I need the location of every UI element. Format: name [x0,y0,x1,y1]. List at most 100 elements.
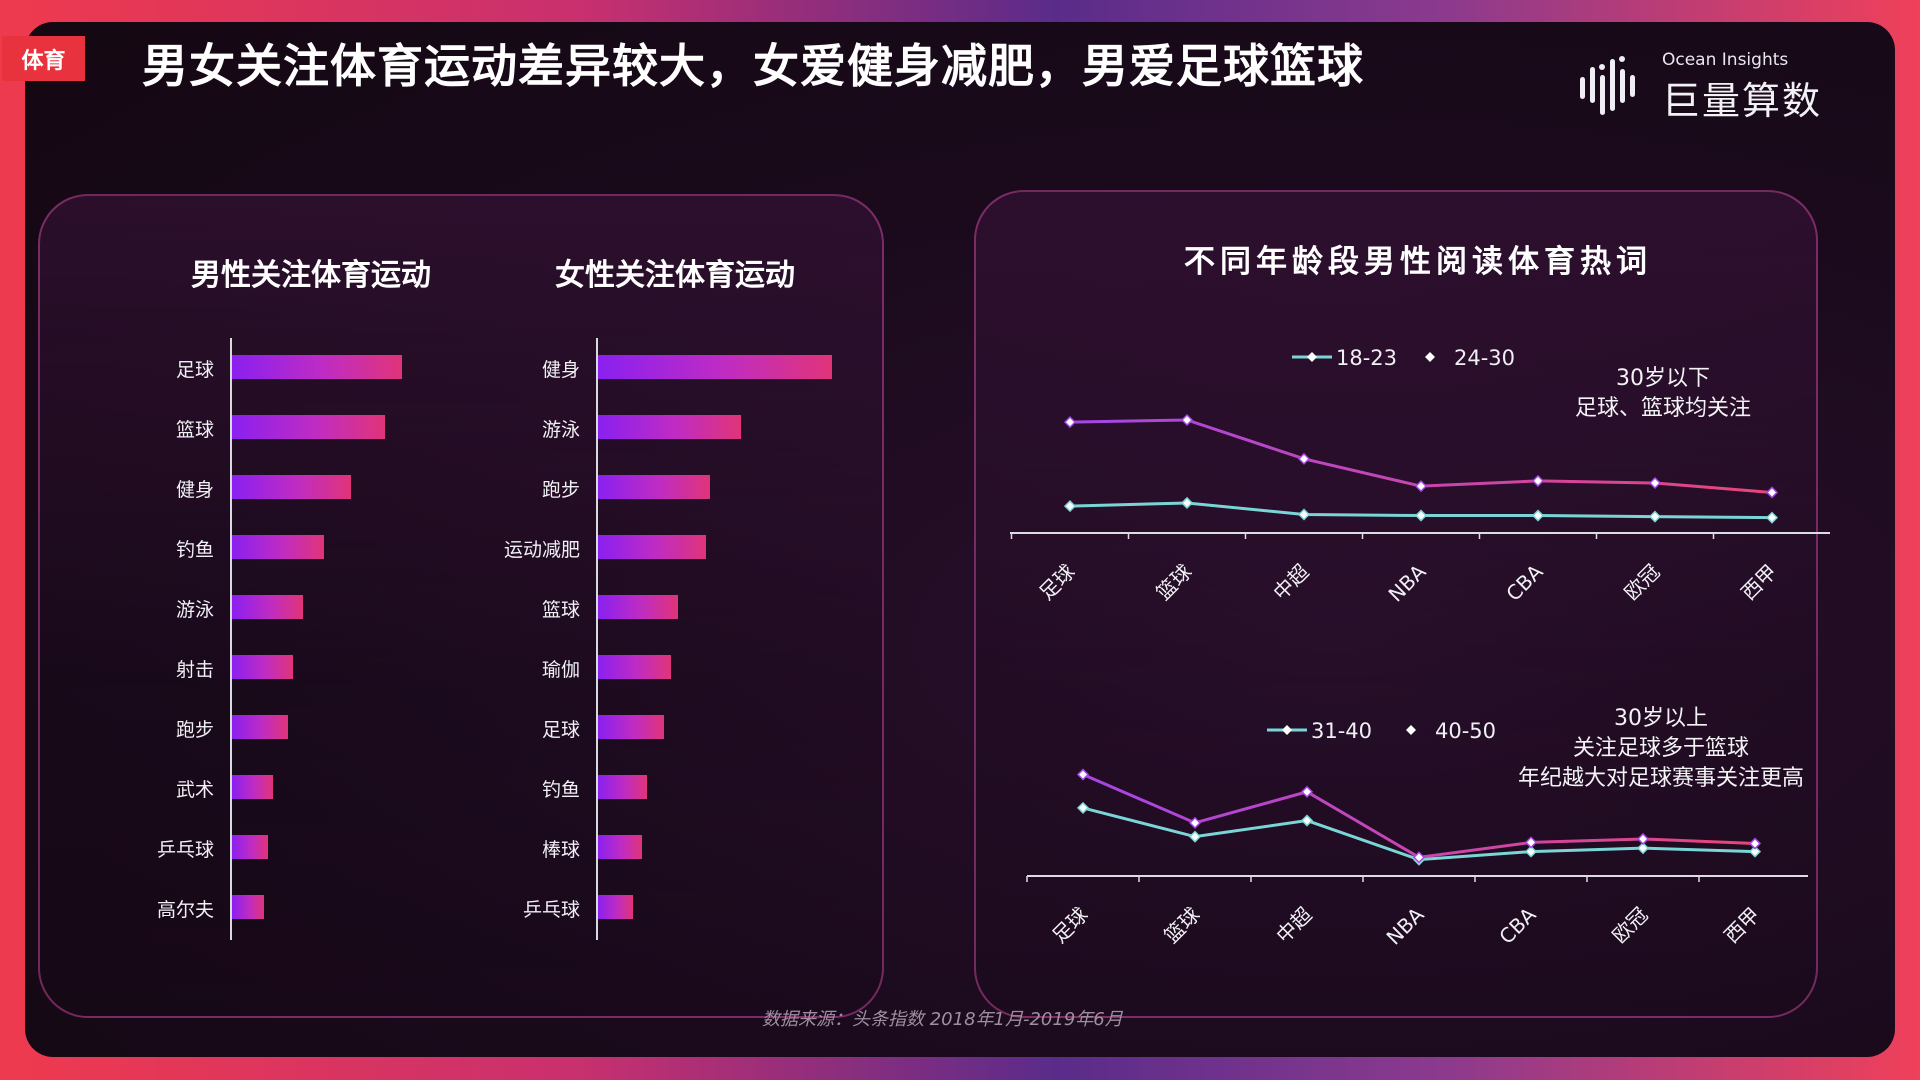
data-point-marker [1524,845,1538,858]
x-tick-label: 篮球 [1159,903,1204,948]
page-title: 男女关注体育运动差异较大，女爱健身减肥，男爱足球篮球 [142,39,1364,93]
x-tick-label: NBA [1382,902,1429,949]
x-tick-label: 欧冠 [1619,560,1664,605]
female-bar [598,835,643,859]
female-chart-axis [596,338,598,940]
female-bar-label: 游泳 [541,419,580,441]
x-tick-label: 篮球 [1151,560,1196,605]
older-annotation-line-1: 30岁以上 [1614,706,1708,731]
male-bar [232,475,351,499]
young-annotation-line-1: 30岁以下 [1616,366,1710,391]
data-point-marker [1076,768,1090,781]
data-point-marker [1180,496,1194,510]
older-annotation: 30岁以上 关注足球多于篮球 年纪越大对足球赛事关注更高 [1518,704,1804,794]
x-tick-label: NBA [1384,559,1431,606]
female-bar-label: 瑜伽 [541,659,580,681]
data-point-marker [1063,500,1077,513]
male-bar [232,535,324,559]
legend-label: 24-30 [1454,346,1515,370]
male-bar [232,355,402,379]
data-point-marker [1765,511,1779,524]
legend-marker [1282,725,1292,735]
data-point-marker [1414,509,1428,522]
data-point-marker [1531,474,1545,487]
data-point-marker [1300,814,1314,827]
data-point-marker [1414,480,1428,493]
line-chart-title: 不同年龄段男性阅读体育热词 [1184,244,1652,280]
x-tick-label: 西甲 [1719,903,1764,948]
data-point-marker [1648,476,1662,490]
data-point-marker [1524,836,1538,849]
male-bar [232,835,268,859]
young-annotation-line-2: 足球、篮球均关注 [1575,396,1752,421]
male-bar-label: 射击 [175,659,214,681]
data-point-marker [1748,845,1762,858]
data-point-marker [1188,816,1202,829]
male-bar [232,655,294,679]
x-tick-label: 足球 [1047,903,1092,948]
legend-marker [1406,725,1416,735]
male-bar [232,775,273,799]
female-bar [598,595,678,619]
male-bar [232,415,385,439]
female-bar-label: 健身 [541,359,580,381]
female-bar [598,475,711,499]
legend-label: 31-40 [1311,719,1372,743]
age-keywords-panel [974,190,1818,1018]
female-bar [598,895,634,919]
female-chart-title: 女性关注体育运动 [555,258,795,293]
data-point-marker [1188,830,1202,843]
data-point-marker [1636,832,1650,846]
female-bar-label: 跑步 [541,479,580,501]
data-source: 数据来源：头条指数 2018年1月-2019年6月 [762,1009,1123,1030]
x-tick-label: 西甲 [1736,560,1781,605]
young-annotation: 30岁以下 足球、篮球均关注 [1575,364,1751,424]
male-bar [232,895,265,919]
legend-marker [1307,352,1317,362]
x-tick-label: CBA [1501,559,1547,605]
older-annotation-line-3: 年纪越大对足球赛事关注更高 [1518,766,1805,791]
male-chart-axis [230,338,232,940]
data-point-marker [1076,801,1090,814]
data-point-marker [1648,510,1662,523]
male-bar [232,715,289,739]
x-tick-label: 足球 [1034,560,1079,605]
male-bar-label: 高尔夫 [156,899,214,921]
legend-label: 18-23 [1336,346,1397,370]
male-bar-label: 乒乓球 [156,839,214,861]
gender-sports-panel [38,194,884,1018]
x-tick-label: CBA [1494,902,1540,948]
female-bar-label: 乒乓球 [522,899,580,921]
x-tick-label: 欧冠 [1607,903,1652,948]
data-point-marker [1636,842,1650,855]
logo-chinese-text: 巨量算数 [1662,79,1823,123]
female-bar-label: 足球 [541,719,580,741]
male-bar-label: 武术 [175,779,214,801]
female-bar [598,775,648,799]
category-tag: 体育 [2,36,85,81]
data-point-marker [1180,413,1194,427]
female-bar-label: 钓鱼 [541,779,580,801]
data-point-marker [1063,416,1077,429]
female-bar-label: 棒球 [541,839,580,861]
data-point-marker [1412,851,1426,864]
data-point-marker [1765,486,1779,499]
female-bar-label: 篮球 [541,599,580,621]
legend-marker [1425,352,1435,362]
female-bar [598,415,741,439]
male-bar-label: 跑步 [175,719,214,741]
data-point-marker [1748,837,1762,850]
female-bar [598,535,706,559]
female-bar [598,355,832,379]
logo-english-text: Ocean Insights [1662,50,1789,70]
older-annotation-line-2: 关注足球多于篮球 [1573,736,1750,761]
data-point-marker [1297,508,1311,521]
legend-label: 40-50 [1435,719,1496,743]
female-bar-label: 运动减肥 [503,539,580,561]
data-point-marker [1531,509,1545,522]
male-bar [232,595,304,619]
male-bar-label: 游泳 [175,599,214,621]
data-point-marker [1297,452,1311,465]
x-tick-label: 中超 [1271,903,1316,948]
